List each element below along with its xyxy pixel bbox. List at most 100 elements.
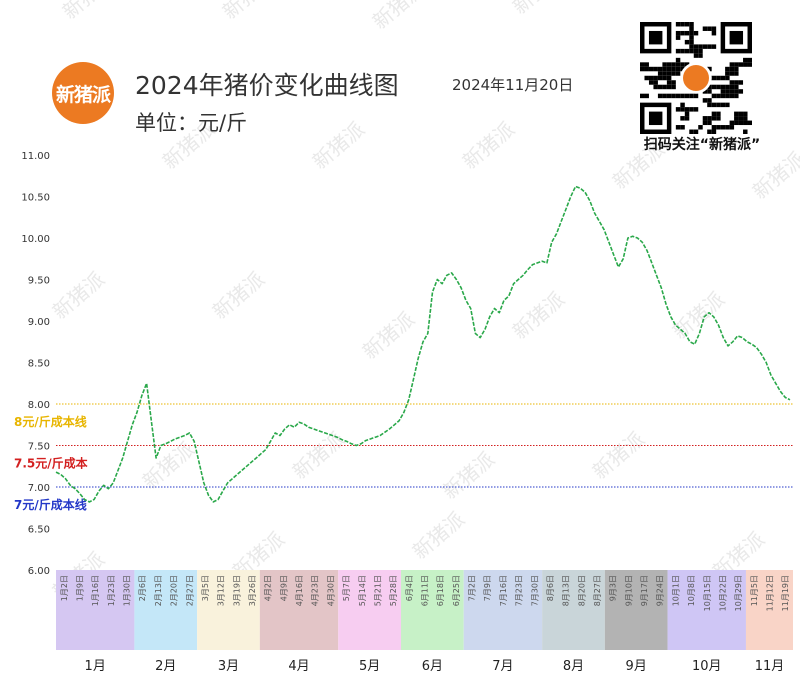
x-date-label: 5月7日 <box>342 575 351 601</box>
x-date-label: 7月30日 <box>530 575 539 606</box>
x-date-label: 1月2日 <box>60 575 69 601</box>
watermark-text: 新猪派 <box>48 267 109 324</box>
x-date-label: 7月9日 <box>483 575 492 601</box>
month-band <box>338 570 401 650</box>
x-date-label: 1月23日 <box>107 575 116 606</box>
x-date-label: 2月13日 <box>154 575 163 606</box>
x-date-label: 6月4日 <box>405 575 414 601</box>
watermark-text: 新猪派 <box>358 307 419 364</box>
month-label: 7月 <box>492 659 513 674</box>
y-tick-label: 6.00 <box>28 566 50 577</box>
qr-code[interactable] <box>640 22 752 134</box>
month-band <box>400 570 464 650</box>
y-tick-label: 8.50 <box>28 359 50 370</box>
y-tick-label: 9.00 <box>28 317 50 328</box>
y-tick-label: 7.50 <box>28 442 50 453</box>
chart-title: 2024年猪价变化曲线图 <box>135 71 399 100</box>
x-date-label: 1月30日 <box>123 575 132 606</box>
x-date-label: 10月22日 <box>718 575 727 611</box>
month-band <box>463 570 543 650</box>
watermark-text: 新猪派 <box>458 117 519 174</box>
x-date-label: 4月30日 <box>326 575 335 606</box>
logo-text: 新猪派 <box>55 83 111 106</box>
x-date-label: 3月12日 <box>217 575 226 606</box>
month-band <box>745 570 793 650</box>
watermark-text: 新猪派 <box>368 0 429 34</box>
x-date-label: 4月2日 <box>264 575 273 601</box>
month-label: 8月 <box>563 659 584 674</box>
x-date-label: 5月21日 <box>373 575 382 606</box>
x-date-label: 8月20日 <box>577 575 586 606</box>
x-date-label: 7月2日 <box>468 575 477 601</box>
x-date-label: 3月19日 <box>232 575 241 606</box>
month-label: 4月 <box>288 659 309 674</box>
month-label: 6月 <box>422 659 443 674</box>
month-band <box>542 570 605 650</box>
y-tick-label: 9.50 <box>28 276 50 287</box>
x-date-label: 8月27日 <box>593 575 602 606</box>
month-label: 11月 <box>755 659 785 674</box>
x-date-label: 9月10日 <box>624 575 633 606</box>
x-date-label: 7月16日 <box>499 575 508 606</box>
x-date-label: 11月5日 <box>750 575 759 606</box>
month-label: 10月 <box>692 659 722 674</box>
month-band <box>604 570 668 650</box>
watermark-text: 新猪派 <box>508 0 569 19</box>
watermark-text: 新猪派 <box>208 267 269 324</box>
y-tick-label: 11.00 <box>21 151 50 162</box>
y-tick-label: 7.00 <box>28 483 50 494</box>
price-line <box>55 185 791 503</box>
watermark-text: 新猪派 <box>408 507 469 564</box>
watermark-text: 新猪派 <box>508 287 569 344</box>
x-date-label: 9月24日 <box>656 575 665 606</box>
month-label: 5月 <box>359 659 380 674</box>
reference-line-label: 8元/斤成本线 <box>14 414 87 429</box>
x-date-label: 2月20日 <box>170 575 179 606</box>
x-date-label: 6月11日 <box>421 575 430 606</box>
xinzhupai-logo: 新猪派 <box>52 62 114 124</box>
x-date-label: 2月27日 <box>185 575 194 606</box>
x-date-label: 9月3日 <box>609 575 618 601</box>
reference-line-label: 7.5元/斤成本 <box>14 456 88 471</box>
x-date-label: 7月23日 <box>515 575 524 606</box>
month-band <box>667 570 746 650</box>
x-date-label: 5月14日 <box>358 575 367 606</box>
y-tick-label: 10.50 <box>21 193 50 204</box>
month-band <box>56 570 135 650</box>
x-date-label: 10月15日 <box>703 575 712 611</box>
x-date-label: 4月23日 <box>311 575 320 606</box>
qr-caption: 扫码关注“新猪派” <box>643 137 761 153</box>
x-date-label: 8月6日 <box>546 575 555 601</box>
y-tick-label: 8.00 <box>28 400 50 411</box>
watermark-text: 新猪派 <box>438 447 499 504</box>
x-date-label: 2月6日 <box>138 575 147 601</box>
month-label: 9月 <box>626 659 647 674</box>
x-date-label: 3月5日 <box>201 575 210 601</box>
unit-label: 单位：元/斤 <box>135 111 248 135</box>
x-date-label: 5月28日 <box>389 575 398 606</box>
watermark-text: 新猪派 <box>58 0 119 24</box>
x-date-label: 1月16日 <box>91 575 100 606</box>
x-date-label: 1月9日 <box>76 575 85 601</box>
x-date-label: 11月19日 <box>781 575 790 611</box>
watermark-text: 新猪派 <box>308 117 369 174</box>
month-band <box>197 570 260 650</box>
watermark-text: 新猪派 <box>588 427 649 484</box>
month-label: 3月 <box>218 659 239 674</box>
x-date-label: 11月12日 <box>765 575 774 611</box>
x-date-label: 6月25日 <box>452 575 461 606</box>
x-date-label: 4月9日 <box>279 575 288 601</box>
watermark-text: 新猪派 <box>288 427 349 484</box>
x-date-label: 3月26日 <box>248 575 257 606</box>
watermark-text: 新猪派 <box>748 147 800 204</box>
month-band <box>259 570 339 650</box>
x-date-label: 10月1日 <box>671 575 680 606</box>
x-date-label: 4月16日 <box>295 575 304 606</box>
x-date-label: 6月18日 <box>436 575 445 606</box>
month-label: 2月 <box>155 659 176 674</box>
watermark-text: 新猪派 <box>218 0 279 24</box>
month-label: 1月 <box>85 659 106 674</box>
x-date-label: 8月13日 <box>562 575 571 606</box>
y-tick-label: 6.50 <box>28 525 50 536</box>
